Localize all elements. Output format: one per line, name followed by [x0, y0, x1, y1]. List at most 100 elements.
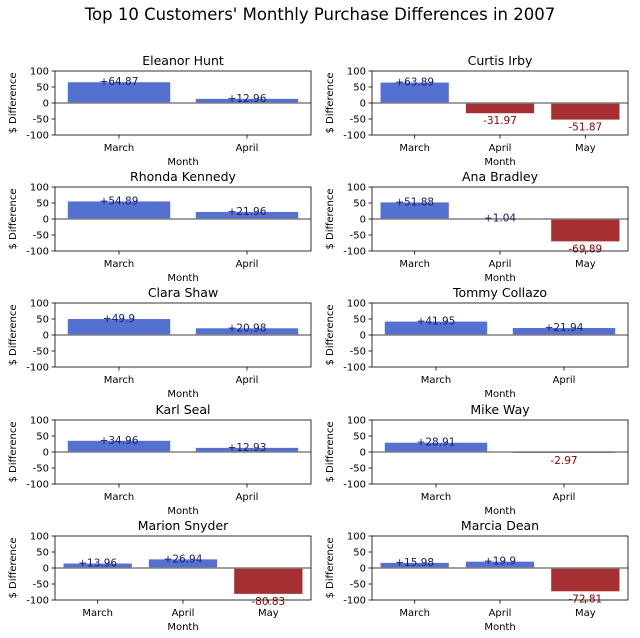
y-tick-label: 100 [30, 67, 49, 78]
x-tick-label: March [104, 492, 134, 503]
bar [551, 219, 620, 242]
x-tick-label: May [575, 143, 596, 154]
y-tick-label: -50 [350, 464, 366, 475]
x-tick-label: April [236, 259, 259, 270]
y-tick-label: 0 [360, 564, 366, 575]
x-axis-label: Month [167, 389, 198, 400]
bar [148, 559, 218, 568]
y-tick-label: 100 [347, 416, 366, 427]
y-axis-label: $ Difference [325, 188, 336, 249]
data-label: +64.87 [100, 76, 139, 88]
x-tick-label: March [104, 375, 134, 386]
y-tick-label: -100 [343, 363, 366, 374]
data-label: +20.98 [228, 322, 267, 334]
y-tick-label: -100 [343, 596, 366, 607]
y-axis-label: $ Difference [8, 304, 19, 365]
y-tick-label: 100 [30, 416, 49, 427]
subplot-panel: Curtis Irby +63.89 -31.97 -51.87 100 50 0 -50 -1… [325, 53, 629, 168]
y-axis-label: $ Difference [8, 421, 19, 482]
x-axis-label: Month [484, 157, 515, 168]
y-tick-label: 50 [353, 83, 366, 94]
bar [63, 563, 132, 568]
bar [195, 211, 299, 219]
y-tick-label: 0 [360, 99, 366, 110]
y-tick-label: 50 [353, 315, 366, 326]
x-tick-label: April [553, 492, 576, 503]
y-tick-label: 50 [36, 432, 49, 443]
y-tick-label: -100 [26, 131, 49, 142]
subplot-title: Curtis Irby [468, 53, 533, 68]
y-tick-label: 100 [30, 183, 49, 194]
y-tick-label: 100 [30, 532, 49, 543]
y-tick-label: 0 [43, 448, 49, 459]
x-tick-label: March [399, 608, 429, 619]
data-label: -69.89 [568, 243, 602, 255]
x-tick-label: May [575, 259, 596, 270]
x-axis-label: Month [167, 273, 198, 284]
y-tick-label: 0 [43, 99, 49, 110]
y-tick-label: 100 [347, 299, 366, 310]
subplot-title: Tommy Collazo [452, 285, 547, 300]
x-tick-label: March [104, 143, 134, 154]
subplot-panel: Karl Seal +34.96 +12.93 100 50 0 -50 -100 March A… [8, 402, 312, 517]
y-tick-label: 0 [43, 215, 49, 226]
y-tick-label: -50 [33, 347, 49, 358]
bar [67, 82, 171, 103]
data-label: +12.93 [228, 442, 267, 454]
bar [195, 447, 299, 452]
y-tick-label: -50 [33, 231, 49, 242]
data-label: +26.94 [164, 553, 203, 565]
x-tick-label: April [172, 608, 195, 619]
data-label: +54.89 [100, 195, 139, 207]
y-tick-label: -100 [26, 247, 49, 258]
y-tick-label: 50 [353, 548, 366, 559]
x-axis-label: Month [484, 622, 515, 633]
x-tick-label: April [236, 143, 259, 154]
y-tick-label: -100 [343, 131, 366, 142]
y-axis-label: $ Difference [8, 72, 19, 133]
bar [380, 562, 449, 568]
subplot-title: Marion Snyder [138, 518, 229, 533]
subplot-grid: Eleanor Hunt+64.87+12.96100500-50-100Mar… [8, 53, 629, 633]
subplot-title: Ana Bradley [462, 169, 539, 184]
y-tick-label: 0 [360, 215, 366, 226]
subplot-panel: Marcia Dean +15.98 +19.9 -72.81 100 50 0 -50 -10… [325, 518, 629, 633]
data-label: +15.98 [395, 557, 434, 569]
y-tick-label: 100 [347, 67, 366, 78]
x-axis-label: Month [484, 506, 515, 517]
y-axis-label: $ Difference [325, 421, 336, 482]
subplot-title: Clara Shaw [148, 285, 218, 300]
bar [195, 328, 299, 335]
x-tick-label: March [421, 375, 451, 386]
x-tick-label: April [489, 259, 512, 270]
y-tick-label: 0 [360, 331, 366, 342]
y-tick-label: -50 [33, 580, 49, 591]
y-tick-label: 50 [353, 199, 366, 210]
x-axis-label: Month [167, 622, 198, 633]
y-tick-label: -50 [350, 231, 366, 242]
y-tick-label: -100 [343, 480, 366, 491]
x-tick-label: March [421, 492, 451, 503]
y-axis-label: $ Difference [8, 537, 19, 598]
y-tick-label: -100 [26, 363, 49, 374]
y-tick-label: 100 [347, 532, 366, 543]
x-tick-label: April [489, 608, 512, 619]
data-label: +34.96 [100, 435, 139, 447]
data-label: +41.95 [417, 316, 456, 328]
subplot-panel: Eleanor Hunt+64.87 +12.96 100 50 0 -50 -100 Mar… [8, 53, 312, 168]
x-tick-label: April [236, 492, 259, 503]
subplot-title: Eleanor Hunt [142, 53, 224, 68]
x-tick-label: March [399, 143, 429, 154]
x-tick-label: April [236, 375, 259, 386]
bar [234, 568, 303, 594]
bar [67, 319, 171, 335]
subplot-panel: Clara Shaw +49.9 +20.98 100 50 0 -50 -100 March A… [8, 285, 312, 400]
y-tick-label: -50 [350, 347, 366, 358]
subplot-panel: Marion Snyder+13.96 +26.94-80.83100500-50… [8, 518, 312, 633]
bar [380, 82, 449, 103]
y-tick-label: 50 [36, 83, 49, 94]
subplot-panel: Ana Bradley +51.88 +1.04 -69.89 100 50 0 -50 -10… [325, 169, 629, 284]
x-tick-label: March [104, 259, 134, 270]
x-tick-label: April [489, 143, 512, 154]
subplot-panel: Tommy Collazo +41.95 +21.94 100 50 0 -50 -100 Ma… [325, 285, 629, 400]
